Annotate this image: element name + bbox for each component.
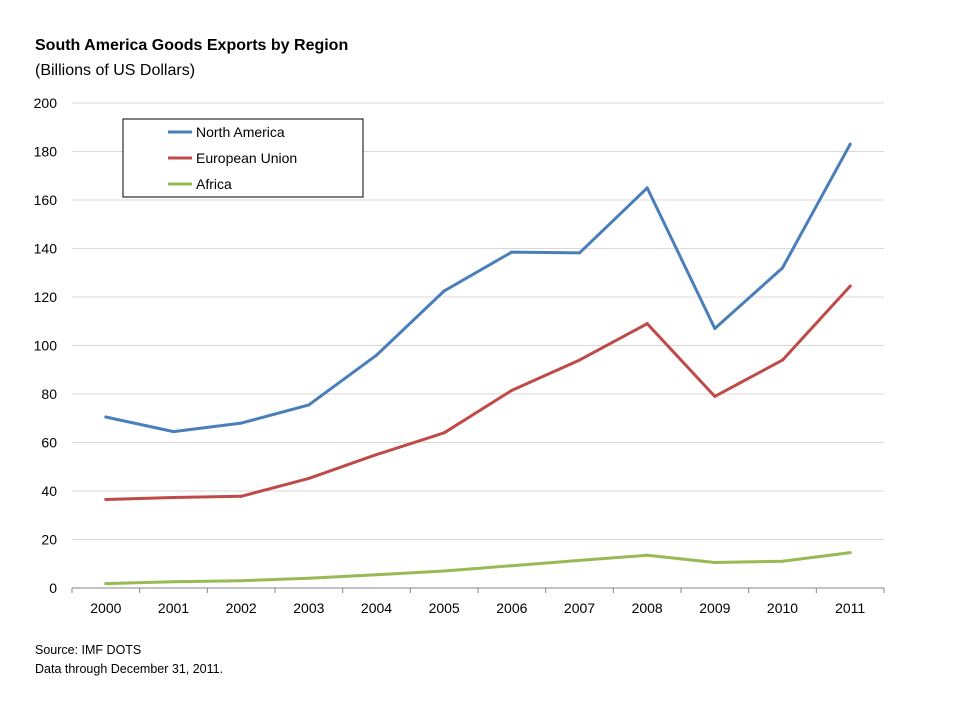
data-point — [510, 250, 514, 254]
data-point — [239, 579, 243, 583]
data-point — [172, 496, 175, 500]
data-point — [578, 251, 581, 255]
data-point — [442, 569, 446, 573]
legend-label: European Union — [196, 150, 297, 166]
data-point — [781, 358, 784, 362]
y-tick-label: 0 — [49, 580, 57, 596]
data-point — [375, 453, 378, 457]
series-line-africa — [104, 551, 852, 586]
data-point — [442, 289, 446, 293]
data-point — [713, 327, 717, 331]
y-tick-label: 100 — [34, 338, 58, 354]
data-point — [848, 142, 852, 146]
y-tick-label: 160 — [34, 192, 58, 208]
data-point — [239, 494, 243, 498]
data-point — [713, 561, 717, 565]
data-point — [848, 284, 852, 288]
data-point — [172, 430, 175, 434]
data-point — [645, 553, 649, 557]
data-through-note: Data through December 31, 2011. — [35, 662, 224, 676]
series-line-european-union — [104, 284, 852, 501]
y-tick-label: 200 — [34, 95, 58, 111]
data-point — [442, 431, 446, 435]
x-tick-label: 2000 — [90, 600, 121, 616]
x-tick-label: 2010 — [767, 600, 798, 616]
data-point — [713, 394, 717, 398]
data-point — [781, 266, 784, 270]
x-tick-label: 2005 — [429, 600, 460, 616]
data-point — [578, 358, 581, 362]
data-point — [104, 582, 108, 586]
data-point — [375, 573, 378, 577]
legend: North America European Union Africa — [122, 118, 364, 198]
data-point — [848, 551, 852, 555]
x-tick-label: 2002 — [226, 600, 257, 616]
data-point — [781, 559, 784, 563]
series-line-north-america — [104, 142, 852, 434]
series-lines — [104, 142, 852, 586]
data-point — [510, 564, 514, 568]
data-point — [375, 353, 378, 357]
data-point — [104, 415, 108, 419]
y-tick-label: 20 — [41, 532, 57, 548]
data-point — [172, 580, 175, 584]
legend-label: Africa — [196, 176, 232, 192]
x-tick-label: 2001 — [158, 600, 189, 616]
data-point — [104, 497, 108, 501]
y-tick-label: 120 — [34, 289, 58, 305]
legend-box — [122, 118, 364, 198]
chart-title: South America Goods Exports by Region — [35, 37, 349, 54]
legend-label: North America — [196, 124, 285, 140]
data-point — [307, 403, 311, 407]
x-tick-label: 2003 — [293, 600, 324, 616]
data-point — [307, 476, 311, 480]
y-tick-label: 80 — [41, 386, 57, 402]
chart-footer: Source: IMF DOTS Data through December 3… — [35, 641, 223, 679]
x-tick-label: 2008 — [632, 600, 663, 616]
x-tick-label: 2011 — [835, 600, 865, 616]
chart-subtitle: (Billions of US Dollars) — [35, 62, 196, 79]
data-point — [645, 186, 649, 190]
axes: 0 20 40 60 80 100 120 140 160 180 200 2000 2001 2002 2… — [34, 95, 885, 616]
data-point — [645, 322, 649, 326]
y-tick-label: 140 — [34, 241, 58, 257]
data-point — [578, 558, 581, 562]
data-point — [510, 388, 514, 392]
gridlines — [72, 102, 884, 540]
x-tick-label: 2004 — [361, 600, 392, 616]
y-tick-label: 40 — [41, 483, 57, 499]
x-tick-label: 2006 — [496, 600, 527, 616]
data-point — [239, 421, 243, 425]
y-tick-label: 60 — [41, 435, 57, 451]
data-point — [307, 576, 311, 580]
source-note: Source: IMF DOTS — [35, 643, 142, 657]
x-tick-label: 2007 — [564, 600, 595, 616]
x-tick-label: 2009 — [699, 600, 730, 616]
y-tick-label: 180 — [34, 144, 58, 160]
